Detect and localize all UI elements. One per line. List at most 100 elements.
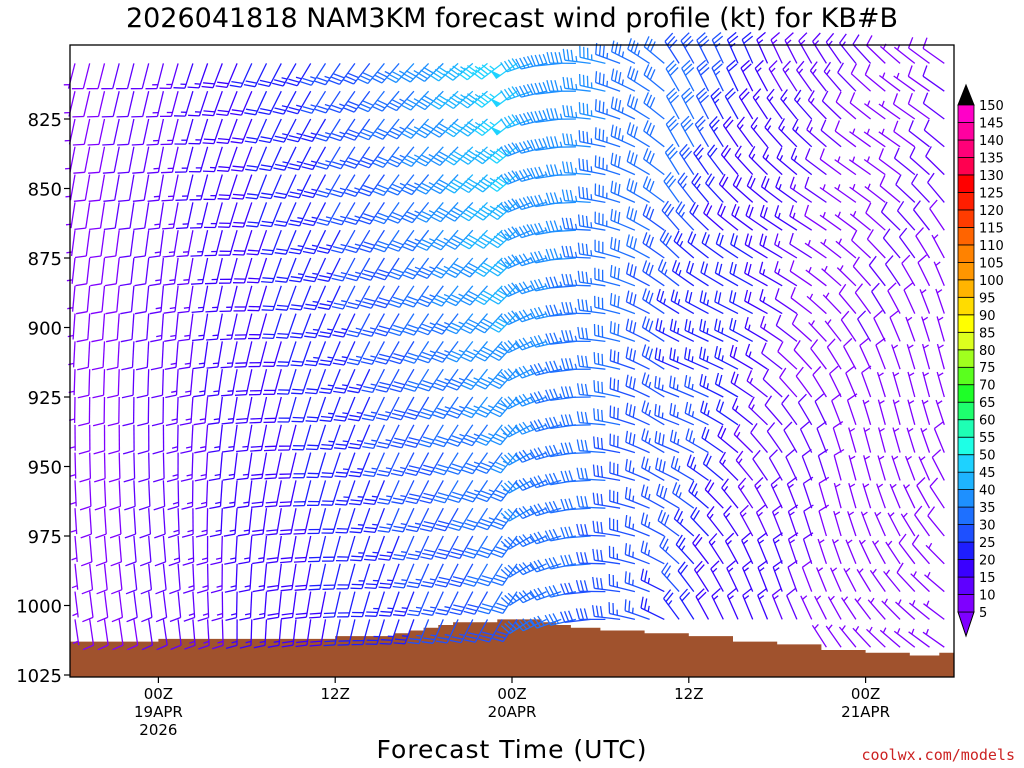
- wind-barb: [731, 397, 754, 426]
- wind-barb: [305, 368, 327, 395]
- wind-barb: [756, 31, 769, 64]
- wind-barb: [594, 295, 621, 315]
- wind-barb: [908, 628, 930, 648]
- wind-barb: [178, 313, 194, 342]
- wind-barb: [278, 452, 297, 479]
- wind-barb: [696, 59, 710, 92]
- wind-barb: [149, 257, 165, 287]
- wind-barb: [731, 203, 754, 231]
- wind-barb: [738, 88, 754, 120]
- wind-barb: [757, 587, 769, 620]
- wind-barb: [782, 60, 798, 92]
- wind-barb: [96, 591, 109, 623]
- wind-barb: [333, 368, 356, 394]
- wind-barb: [741, 532, 754, 565]
- wind-barb: [500, 563, 533, 578]
- wind-barb: [819, 184, 842, 203]
- wind-barb: [359, 257, 385, 281]
- wind-barb: [392, 535, 415, 561]
- wind-barb: [160, 146, 179, 174]
- wind-barb: [428, 62, 459, 82]
- wind-barb: [610, 68, 636, 92]
- x-tick-label: 00Z: [497, 685, 526, 703]
- wind-barb: [431, 341, 459, 363]
- credit-text: coolwx.com/models: [861, 746, 1015, 764]
- wind-barb: [304, 341, 327, 367]
- wind-barb: [560, 526, 591, 539]
- wind-barb: [386, 146, 415, 168]
- wind-barb: [357, 118, 385, 141]
- wind-barb: [165, 369, 179, 399]
- wind-barb: [576, 523, 606, 537]
- wind-barb: [459, 257, 488, 278]
- wind-barb: [544, 585, 577, 598]
- wind-barb: [259, 174, 282, 200]
- wind-barb: [529, 306, 562, 320]
- wind-barb: [460, 340, 489, 362]
- wind-barb: [210, 563, 223, 594]
- wind-barb: [446, 368, 474, 391]
- wind-barb: [546, 51, 576, 65]
- wind-barb: [610, 40, 636, 64]
- wind-barb: [337, 619, 356, 646]
- wind-barb: [244, 90, 268, 116]
- wind-barb: [448, 535, 474, 560]
- wind-barb: [491, 591, 518, 615]
- wind-barb: [289, 285, 312, 311]
- wind-barb: [920, 427, 931, 453]
- wind-barb: [847, 511, 857, 537]
- colorbar-swatch: [957, 296, 975, 316]
- wind-barb: [417, 313, 444, 336]
- wind-barb: [771, 587, 783, 620]
- wind-barb: [529, 447, 562, 461]
- wind-barb: [80, 535, 93, 567]
- wind-barb: [594, 127, 621, 148]
- wind-barb: [391, 480, 415, 505]
- wind-barb: [708, 115, 724, 148]
- wind-barb: [476, 507, 503, 531]
- wind-barb: [823, 61, 842, 92]
- wind-barb: [167, 480, 180, 511]
- wind-barb: [560, 554, 591, 567]
- wind-barb: [907, 371, 916, 398]
- wind-barb: [752, 88, 769, 120]
- wind-barb: [319, 368, 341, 394]
- wind-barb: [371, 90, 400, 112]
- wind-barb: [373, 202, 400, 225]
- wind-barb: [244, 118, 268, 144]
- colorbar-swatch: [957, 489, 975, 508]
- wind-barb: [122, 396, 135, 427]
- wind-barb: [726, 587, 739, 620]
- wind-barb: [155, 591, 168, 623]
- colorbar-label: 30: [979, 519, 996, 534]
- wind-barb: [722, 116, 739, 148]
- wind-barb: [610, 180, 636, 203]
- wind-barb: [463, 591, 489, 615]
- wind-barb: [530, 194, 562, 208]
- wind-barb: [274, 202, 297, 227]
- wind-barb: [231, 174, 253, 200]
- wind-barb: [261, 257, 282, 284]
- wind-barb: [305, 424, 327, 451]
- wind-barb: [431, 285, 459, 307]
- wind-barb: [345, 285, 371, 310]
- colorbar-label: 120: [979, 204, 1004, 219]
- wind-barb: [195, 508, 209, 538]
- wind-barbs: [63, 31, 945, 651]
- wind-barb: [795, 366, 813, 398]
- wind-barb: [458, 146, 488, 165]
- wind-barb: [266, 563, 282, 592]
- wind-barb: [777, 341, 798, 370]
- wind-barb: [219, 313, 238, 341]
- x-tick-label: 00Z: [144, 685, 173, 703]
- wind-barb: [893, 72, 916, 92]
- wind-barb: [759, 233, 783, 259]
- wind-barb: [720, 144, 739, 176]
- wind-barb: [303, 285, 327, 311]
- wind-barb: [459, 285, 488, 306]
- wind-barb: [358, 202, 385, 225]
- wind-barb: [477, 563, 503, 587]
- wind-barb: [391, 507, 415, 533]
- wind-barb: [272, 90, 297, 115]
